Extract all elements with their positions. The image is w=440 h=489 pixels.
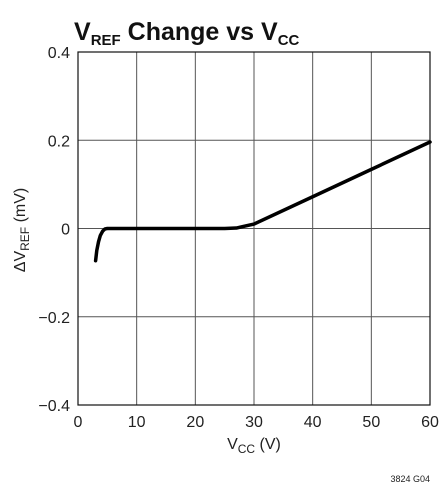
x-tick-label: 20 [186, 414, 204, 431]
series-group [93, 140, 432, 263]
chart-title: VREF Change vs VCC [74, 18, 300, 49]
y-tick-label: 0 [61, 222, 70, 239]
y-tick-labels: 0.4 0.2 0 −0.2 −0.4 [38, 45, 70, 415]
x-tick-label: 30 [245, 414, 263, 431]
x-tick-label: 60 [421, 414, 439, 431]
y-axis-label: ΔVREF (mV) [12, 188, 32, 272]
plot-frame [77, 51, 431, 406]
y-tick-label: −0.2 [38, 310, 70, 327]
x-tick-label: 0 [74, 414, 83, 431]
x-axis-label: VCC (V) [227, 436, 281, 456]
figure-id: 3824 G04 [390, 474, 430, 484]
x-tick-label: 40 [304, 414, 322, 431]
x-tick-label: 50 [362, 414, 380, 431]
y-tick-label: −0.4 [38, 398, 70, 415]
y-tick-label: 0.4 [48, 45, 70, 62]
x-tick-label: 10 [128, 414, 146, 431]
x-tick-labels: 0 10 20 30 40 50 60 [74, 414, 439, 431]
series-line-0 [93, 140, 432, 263]
y-tick-label: 0.2 [48, 133, 70, 150]
